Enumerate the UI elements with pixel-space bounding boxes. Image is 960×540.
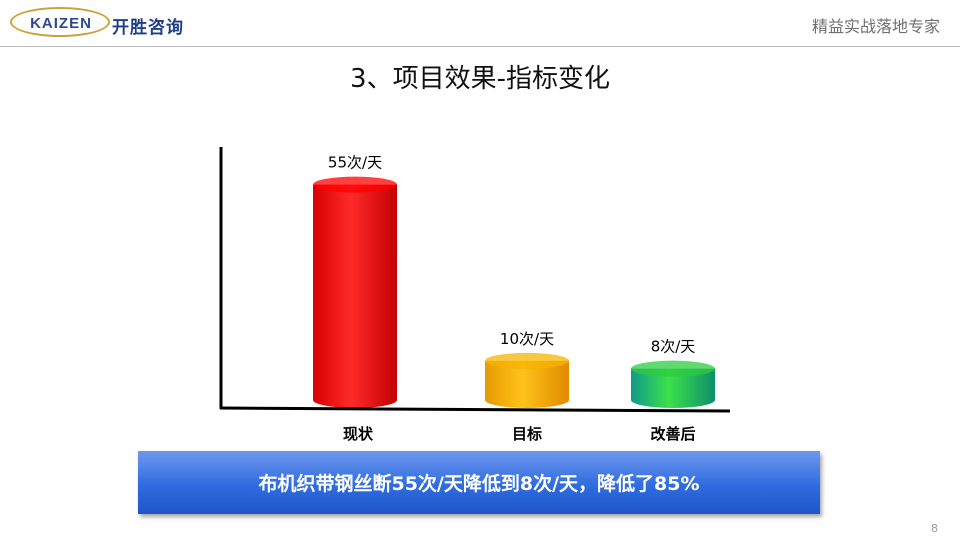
bar-improved	[631, 360, 715, 408]
category-label: 现状	[343, 425, 374, 443]
x-axis-line	[219, 406, 731, 413]
page-title: 3、项目效果-指标变化	[350, 64, 610, 94]
logo-english-text: KAIZEN	[30, 15, 92, 32]
summary-banner: 布机织带钢丝断55次/天降低到8次/天，降低了85%	[138, 451, 820, 514]
bar-target-body	[485, 360, 569, 408]
slide-header: KAIZEN 开胜咨询 精益实战落地专家	[0, 0, 960, 48]
kaizen-logo: KAIZEN 开胜咨询	[10, 5, 190, 41]
bar-improved-cap	[631, 360, 715, 377]
bar-target	[485, 352, 569, 408]
category-label: 目标	[512, 425, 542, 443]
data-label: 55次/天	[328, 154, 382, 172]
summary-text: 布机织带钢丝断55次/天降低到8次/天，降低了85%	[258, 473, 700, 495]
category-label: 改善后	[650, 425, 695, 443]
logo-ring	[10, 7, 110, 37]
bar-current-cap	[313, 176, 397, 193]
header-tagline: 精益实战落地专家	[811, 17, 940, 36]
bar-current-body	[313, 184, 397, 408]
data-label: 8次/天	[651, 338, 696, 356]
page-number: 8	[931, 522, 938, 535]
data-label: 10次/天	[500, 330, 554, 348]
bar-improved-body	[631, 368, 715, 408]
header-divider	[0, 46, 960, 47]
logo-chinese-text: 开胜咨询	[112, 18, 184, 38]
bar-current	[313, 176, 397, 408]
bar-target-cap	[485, 352, 569, 369]
